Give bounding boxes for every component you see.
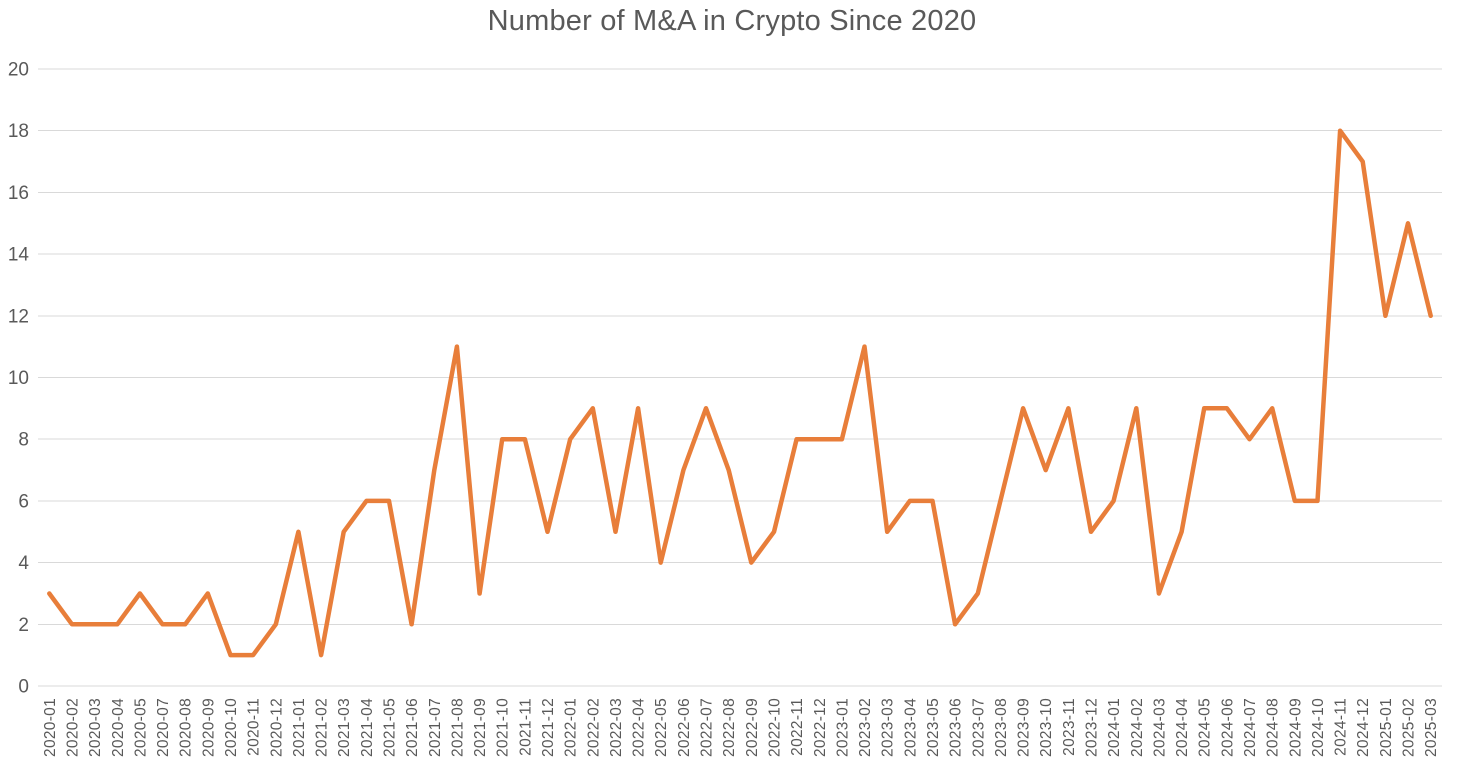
x-tick-label: 2023-03 <box>880 698 897 757</box>
x-tick-label: 2023-11 <box>1061 698 1078 756</box>
y-tick-label: 16 <box>8 183 29 204</box>
x-tick-label: 2021-03 <box>336 698 353 757</box>
x-tick-label: 2023-06 <box>948 698 965 757</box>
x-tick-label: 2022-07 <box>699 698 716 757</box>
x-tick-label: 2023-10 <box>1038 698 1055 757</box>
x-tick-label: 2021-12 <box>540 698 557 757</box>
x-tick-label: 2022-01 <box>563 698 580 757</box>
x-tick-label: 2020-02 <box>64 698 81 757</box>
y-tick-label: 14 <box>8 245 30 266</box>
x-tick-label: 2022-04 <box>631 698 648 757</box>
x-tick-label: 2023-12 <box>1084 698 1101 757</box>
x-tick-label: 2022-02 <box>585 698 602 757</box>
chart-title: Number of M&A in Crypto Since 2020 <box>487 5 977 37</box>
x-tick-label: 2020-01 <box>42 698 59 757</box>
x-tick-label: 2020-05 <box>132 698 149 757</box>
x-tick-label: 2021-06 <box>404 698 421 757</box>
x-tick-label: 2022-09 <box>744 698 761 757</box>
x-tick-label: 2023-09 <box>1016 698 1033 757</box>
x-tick-label: 2025-01 <box>1378 698 1395 757</box>
x-tick-label: 2020-07 <box>155 698 172 757</box>
y-tick-label: 6 <box>18 491 29 512</box>
x-tick-label: 2024-05 <box>1197 698 1214 757</box>
x-tick-label: 2022-11 <box>789 698 806 756</box>
x-tick-label: 2024-10 <box>1310 698 1327 757</box>
x-tick-label: 2021-01 <box>291 698 308 757</box>
x-tick-label: 2024-07 <box>1242 698 1259 757</box>
y-tick-label: 20 <box>8 60 29 81</box>
x-tick-label: 2021-08 <box>449 698 466 757</box>
x-tick-label: 2024-08 <box>1265 698 1282 757</box>
x-tick-label: 2022-03 <box>608 698 625 757</box>
x-tick-label: 2023-05 <box>925 698 942 757</box>
x-tick-label: 2024-12 <box>1355 698 1372 757</box>
x-tick-label: 2021-07 <box>427 698 444 757</box>
x-tick-label: 2020-12 <box>268 698 285 757</box>
x-tick-label: 2024-04 <box>1174 698 1191 757</box>
y-tick-label: 18 <box>8 121 29 142</box>
x-tick-label: 2020-03 <box>87 698 104 757</box>
x-tick-label: 2020-04 <box>110 698 127 757</box>
x-tick-label: 2025-03 <box>1423 698 1440 757</box>
x-axis-labels: 2020-01 2020-02 2020-03 2020-04 2020-05 2020-… <box>42 698 1440 757</box>
y-tick-label: 0 <box>18 677 29 698</box>
y-tick-label: 8 <box>18 430 29 451</box>
x-tick-label: 2022-10 <box>766 698 783 757</box>
x-tick-label: 2024-11 <box>1333 698 1350 756</box>
x-tick-label: 2024-02 <box>1129 698 1146 757</box>
x-tick-label: 2022-05 <box>653 698 670 757</box>
data-series-line <box>47 128 1433 658</box>
gridlines <box>38 68 1442 687</box>
x-tick-label: 2020-08 <box>178 698 195 757</box>
x-tick-label: 2021-11 <box>517 698 534 756</box>
x-tick-label: 2024-03 <box>1151 698 1168 757</box>
x-tick-label: 2022-06 <box>676 698 693 757</box>
x-tick-label: 2020-11 <box>246 698 263 756</box>
y-tick-label: 2 <box>18 615 29 636</box>
x-tick-label: 2021-05 <box>382 698 399 757</box>
data-series <box>47 128 1433 658</box>
x-tick-label: 2025-02 <box>1401 698 1418 757</box>
x-tick-label: 2020-09 <box>200 698 217 757</box>
x-tick-label: 2023-01 <box>834 698 851 757</box>
x-tick-label: 2022-08 <box>721 698 738 757</box>
x-tick-label: 2021-09 <box>472 698 489 757</box>
x-tick-label: 2021-10 <box>495 698 512 757</box>
y-tick-label: 10 <box>8 368 29 389</box>
y-tick-label: 12 <box>8 306 29 327</box>
y-axis-labels: 0 2 4 6 8 10 12 14 16 18 20 <box>8 60 30 698</box>
x-tick-label: 2024-09 <box>1287 698 1304 757</box>
x-tick-label: 2024-01 <box>1106 698 1123 757</box>
x-tick-label: 2022-12 <box>812 698 829 757</box>
y-tick-label: 4 <box>18 553 29 574</box>
x-tick-label: 2020-10 <box>223 698 240 757</box>
x-tick-label: 2021-02 <box>314 698 331 757</box>
x-tick-label: 2023-02 <box>857 698 874 757</box>
x-tick-label: 2024-06 <box>1219 698 1236 757</box>
x-tick-label: 2023-07 <box>970 698 987 757</box>
x-tick-label: 2023-08 <box>993 698 1010 757</box>
x-tick-label: 2023-04 <box>902 698 919 757</box>
x-tick-label: 2021-04 <box>359 698 376 757</box>
